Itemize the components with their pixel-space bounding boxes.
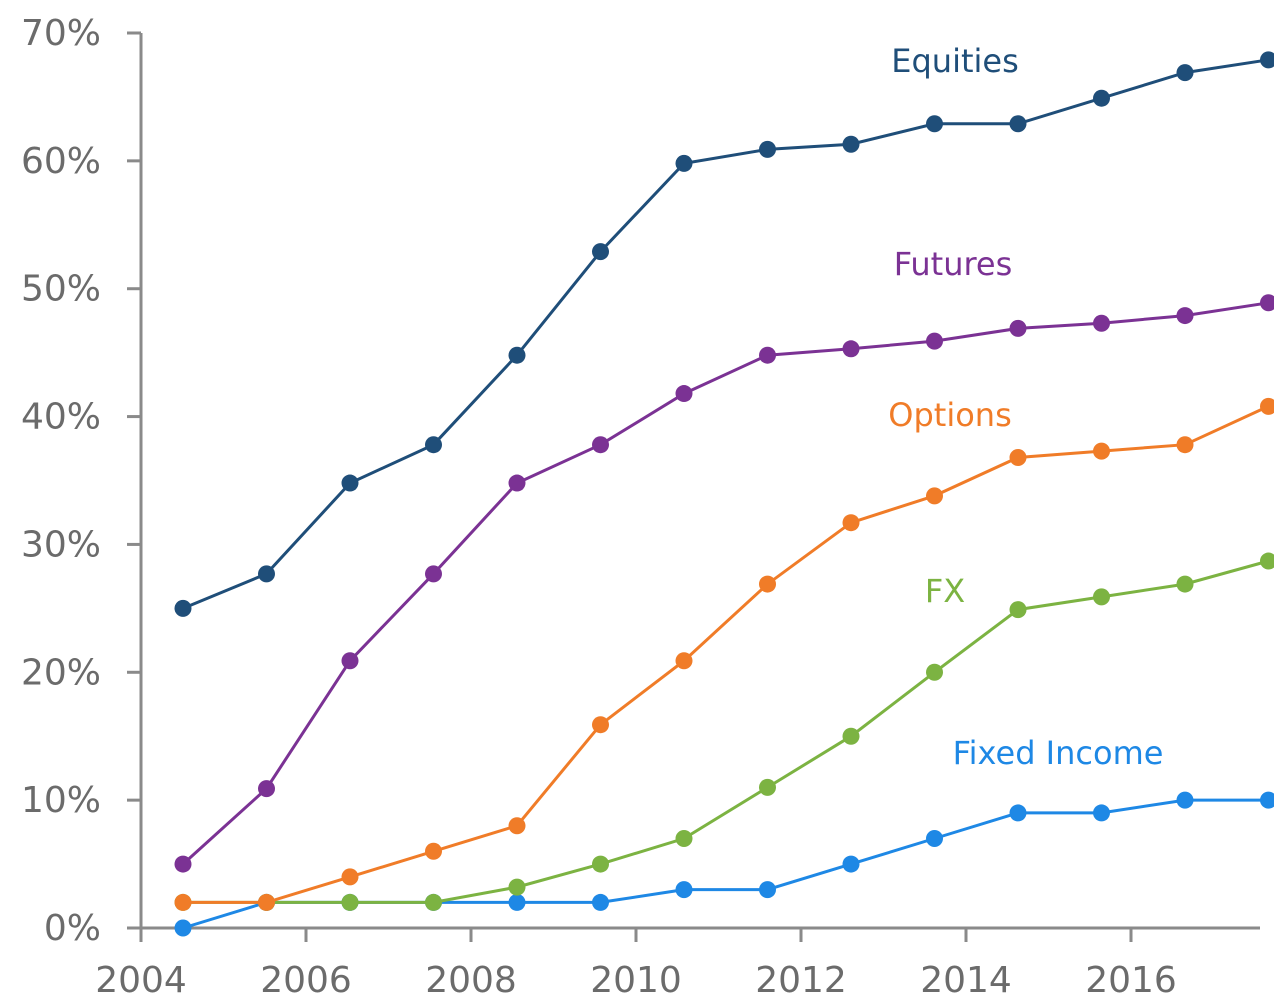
data-point	[1260, 552, 1274, 570]
series-label: Futures	[894, 245, 1013, 283]
data-point	[174, 919, 192, 937]
data-point	[675, 652, 693, 670]
data-point	[926, 830, 943, 847]
data-point	[425, 893, 442, 911]
data-point	[508, 474, 526, 492]
data-point	[592, 893, 609, 911]
data-point	[1009, 601, 1027, 619]
data-point	[759, 778, 776, 796]
data-point	[258, 565, 275, 583]
data-point	[508, 893, 526, 911]
data-point	[425, 842, 442, 860]
data-point	[926, 332, 943, 350]
data-point	[1093, 89, 1110, 107]
data-point	[508, 878, 526, 896]
data-point	[341, 474, 359, 492]
data-point	[1009, 804, 1027, 822]
y-tick-label: 70%	[21, 13, 101, 54]
data-point	[1009, 115, 1027, 133]
y-axis-ticks: 0% 10% 20% 30% 40% 50% 60% 70%	[21, 13, 141, 949]
data-point	[842, 514, 860, 532]
series-line	[181, 301, 1269, 866]
x-tick-label: 2014	[920, 960, 1012, 1000]
data-point	[1176, 307, 1194, 325]
data-point	[341, 652, 359, 670]
x-axis-ticks: 2004 2006 2008 2010 2012 2014 2016	[95, 928, 1177, 1000]
data-point	[1260, 294, 1274, 312]
series-fx	[174, 552, 1274, 911]
data-point	[1176, 575, 1194, 593]
data-point	[1009, 448, 1027, 466]
axes	[127, 33, 1260, 942]
data-point	[759, 140, 776, 158]
data-point	[675, 385, 693, 403]
data-point	[1260, 791, 1274, 809]
data-point	[425, 436, 442, 454]
y-tick-label: 40%	[21, 397, 101, 438]
x-tick-label: 2016	[1085, 960, 1177, 1000]
data-point	[592, 855, 609, 873]
data-point	[675, 881, 693, 899]
series-label: Fixed Income	[953, 734, 1164, 772]
data-point	[508, 817, 526, 835]
data-point	[759, 346, 776, 364]
data-point	[926, 663, 943, 681]
y-tick-label: 30%	[21, 524, 101, 565]
data-point	[926, 487, 943, 505]
series-label: FX	[925, 572, 965, 610]
data-point	[1176, 791, 1194, 809]
x-tick-label: 2010	[590, 960, 682, 1000]
series-futures	[174, 294, 1274, 873]
data-point	[1009, 319, 1027, 337]
data-point	[842, 340, 860, 358]
series-line	[183, 559, 1269, 904]
data-point	[1093, 588, 1110, 606]
x-tick-label: 2008	[425, 960, 517, 1000]
y-tick-label: 20%	[21, 652, 101, 693]
data-point	[675, 830, 693, 847]
series-label: Options	[888, 396, 1011, 434]
data-point	[341, 868, 359, 886]
series-equities	[174, 51, 1274, 617]
data-point	[258, 780, 275, 798]
data-point	[592, 243, 609, 261]
series-label: Equities	[891, 42, 1019, 80]
data-point	[1260, 51, 1274, 69]
data-point	[842, 135, 860, 153]
data-point	[842, 727, 860, 745]
data-point	[258, 893, 275, 911]
data-point	[1093, 314, 1110, 332]
series-line	[183, 404, 1270, 904]
y-tick-label: 60%	[21, 141, 101, 182]
series-options	[174, 397, 1274, 911]
x-tick-label: 2012	[755, 960, 847, 1000]
data-point	[759, 575, 776, 593]
data-point	[508, 346, 526, 364]
y-tick-label: 10%	[21, 780, 101, 821]
data-point	[1093, 804, 1110, 822]
x-tick-label: 2004	[95, 960, 187, 1000]
data-point	[174, 893, 192, 911]
data-point	[592, 716, 609, 734]
data-point	[1176, 64, 1194, 82]
y-tick-label: 50%	[21, 269, 101, 310]
data-point	[341, 893, 359, 911]
data-point	[425, 565, 442, 583]
series-line	[182, 58, 1269, 610]
data-point	[842, 855, 860, 873]
data-point	[592, 436, 609, 454]
data-point	[926, 115, 943, 133]
data-point	[675, 154, 693, 172]
data-point	[1176, 436, 1194, 454]
data-point	[174, 855, 192, 873]
data-point	[174, 599, 192, 617]
data-point	[1260, 397, 1274, 415]
data-point	[759, 881, 776, 899]
data-point	[1093, 442, 1110, 460]
series-group	[174, 51, 1274, 937]
series-labels: Equities Futures Options FX Fixed Income	[888, 42, 1163, 772]
x-tick-label: 2006	[260, 960, 352, 1000]
y-tick-label: 0%	[44, 908, 101, 949]
